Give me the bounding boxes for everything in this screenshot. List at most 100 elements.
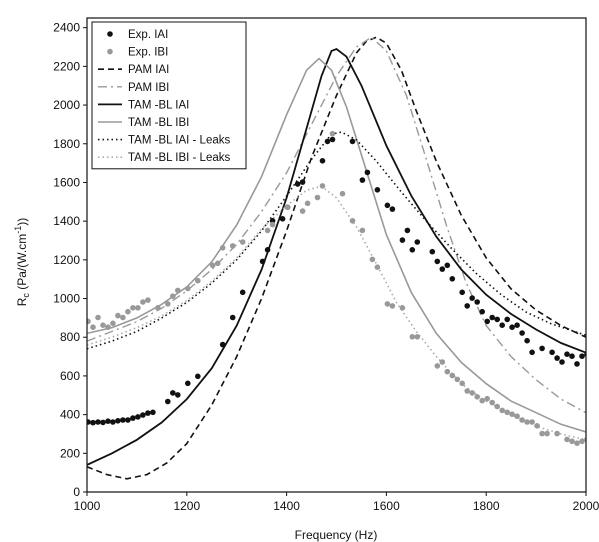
data-point bbox=[384, 301, 391, 307]
data-point bbox=[439, 359, 446, 365]
data-point bbox=[454, 376, 461, 383]
data-point bbox=[489, 399, 496, 406]
data-point bbox=[329, 130, 336, 137]
data-point bbox=[284, 204, 291, 210]
data-point bbox=[105, 324, 111, 331]
data-point bbox=[499, 322, 506, 329]
data-point bbox=[484, 395, 491, 402]
data-point bbox=[359, 227, 366, 234]
data-point bbox=[494, 316, 501, 323]
data-point bbox=[264, 247, 271, 253]
data-point bbox=[414, 239, 421, 245]
data-point bbox=[115, 312, 121, 319]
y-tick-label: 1200 bbox=[53, 253, 80, 267]
data-point bbox=[214, 260, 221, 267]
legend-entry: TAM -BL IAI bbox=[98, 99, 189, 111]
data-point bbox=[364, 169, 371, 176]
data-point bbox=[549, 349, 555, 356]
data-point bbox=[464, 303, 471, 309]
legend-label: TAM -BL IBI bbox=[128, 117, 189, 129]
y-tick-label: 800 bbox=[60, 330, 80, 344]
data-point bbox=[195, 277, 201, 284]
legend: Exp. IAI Exp. IBI PAM IAI PAM IBI TAM -BL IA… bbox=[91, 21, 247, 170]
data-point bbox=[185, 285, 191, 292]
x-tick-label: 1200 bbox=[173, 499, 200, 513]
data-point bbox=[434, 363, 441, 369]
y-tick-label: 2200 bbox=[53, 59, 80, 73]
series-line-tam-bl-ibi-leaks bbox=[87, 185, 586, 441]
legend-label: Exp. IBI bbox=[128, 47, 168, 59]
legend-entry: Exp. IAI bbox=[107, 29, 168, 41]
legend-label: TAM -BL IAI bbox=[128, 99, 189, 111]
data-point bbox=[509, 411, 515, 418]
y-tick-label: 2400 bbox=[53, 21, 80, 35]
data-point bbox=[584, 436, 586, 443]
data-point bbox=[90, 324, 96, 331]
data-point bbox=[185, 380, 191, 387]
data-point bbox=[170, 293, 176, 300]
data-point bbox=[209, 262, 216, 269]
data-point bbox=[564, 351, 570, 358]
data-point bbox=[369, 256, 376, 263]
data-point bbox=[489, 314, 496, 321]
y-tick-label: 400 bbox=[60, 408, 80, 422]
data-point bbox=[399, 305, 406, 311]
data-point bbox=[474, 299, 481, 305]
data-point bbox=[429, 248, 436, 255]
data-point bbox=[464, 388, 471, 394]
legend-entry: Exp. IBI bbox=[107, 47, 168, 59]
y-tick-label: 1600 bbox=[53, 175, 80, 189]
data-point bbox=[299, 208, 306, 214]
data-point bbox=[499, 407, 506, 414]
data-point bbox=[135, 305, 141, 311]
data-point bbox=[449, 276, 456, 282]
data-point bbox=[449, 372, 456, 379]
x-tick-label: 1800 bbox=[473, 499, 500, 513]
series-line-pam-ibi bbox=[87, 36, 586, 414]
data-point bbox=[374, 264, 381, 271]
series-points-exp-iai bbox=[87, 136, 586, 426]
legend-entry: PAM IAI bbox=[98, 64, 169, 76]
data-point bbox=[529, 349, 535, 356]
legend-label: PAM IBI bbox=[128, 82, 169, 94]
data-point bbox=[554, 355, 560, 361]
data-point bbox=[409, 334, 416, 340]
data-point bbox=[444, 368, 451, 375]
legend-entry: PAM IBI bbox=[98, 82, 169, 94]
data-point bbox=[479, 308, 486, 315]
data-point bbox=[439, 266, 446, 272]
legend-label: PAM IAI bbox=[128, 64, 169, 76]
data-point bbox=[264, 227, 271, 234]
legend-entry: TAM -BL IAI - Leaks bbox=[98, 135, 230, 147]
legend-entry: TAM -BL IBI - Leaks bbox=[98, 152, 230, 164]
data-point bbox=[574, 440, 580, 447]
data-point bbox=[100, 322, 106, 329]
y-axis-label: Rc (Pa/(W.cm-1)) bbox=[13, 218, 31, 307]
data-point bbox=[574, 361, 580, 367]
data-point bbox=[140, 299, 146, 305]
data-point bbox=[269, 221, 276, 228]
data-point bbox=[130, 305, 136, 311]
data-point bbox=[145, 410, 151, 416]
data-point bbox=[145, 297, 151, 303]
data-point bbox=[389, 303, 396, 309]
data-point bbox=[120, 314, 126, 321]
data-point bbox=[494, 403, 501, 410]
data-point bbox=[155, 305, 161, 311]
plot-area bbox=[87, 36, 586, 480]
data-point bbox=[479, 397, 486, 404]
data-point bbox=[319, 183, 326, 189]
data-point bbox=[110, 419, 116, 425]
y-tick-label: 0 bbox=[73, 485, 80, 499]
data-point bbox=[87, 419, 91, 425]
x-tick-label: 2000 bbox=[573, 499, 599, 513]
series-line-pam-iai bbox=[87, 36, 586, 480]
data-point bbox=[339, 190, 346, 197]
data-point bbox=[229, 314, 236, 321]
data-point bbox=[579, 438, 585, 445]
data-point bbox=[509, 324, 515, 331]
data-point bbox=[559, 359, 565, 365]
data-point bbox=[374, 187, 381, 193]
legend-box bbox=[91, 21, 247, 170]
